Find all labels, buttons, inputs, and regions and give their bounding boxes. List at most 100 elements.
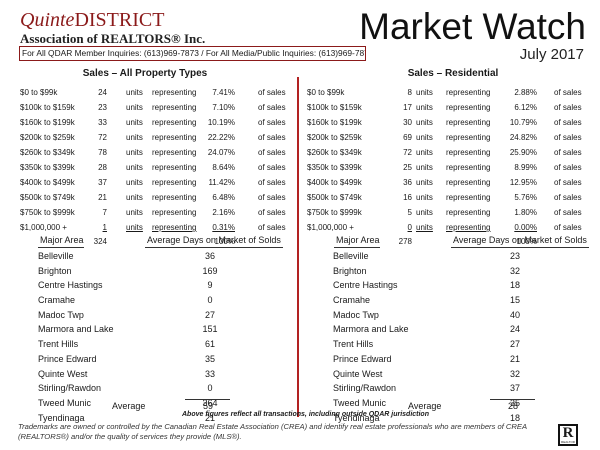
realtor-logo: R REALTOR [558,424,578,446]
units-label: units [416,178,433,187]
percentage: 8.99% [514,163,537,172]
price-range: $500k to $749k [307,193,362,202]
unit-count: 28 [98,163,107,172]
price-range: $1,000,000 + [307,223,354,232]
unit-count: 72 [98,133,107,142]
representing-label: representing [152,193,197,202]
average-label: Average [408,401,442,411]
jurisdiction-note: Above figures reflect all transactions, … [182,411,429,418]
percentage: 8.64% [212,163,235,172]
sales-row: $100k to $159k 17 units representing 6.12% of… [307,100,592,115]
area-name: Quinte West [38,368,88,379]
area-name: Cramahe [333,295,371,306]
percentage: 7.10% [212,103,235,112]
price-range: $750k to $999k [20,208,75,217]
units-label: units [126,208,143,217]
representing-label: representing [446,88,491,97]
area-name: Centre Hastings [333,280,398,291]
representing-label: representing [446,148,491,157]
average-value: 59 [203,401,214,411]
logo-org-text: Association of REALTORS® Inc. [20,31,206,46]
sales-row: $200k to $259k 69 units representing 24.82% o… [307,130,592,145]
unit-count: 7 [102,208,107,217]
days-on-market: 27 [204,309,215,320]
unit-count: 8 [407,88,412,97]
price-range: $350k to $399k [20,163,75,172]
area-row: Tyendinaga 18 [333,411,591,426]
area-row: Tweed Munic 35 [333,396,591,411]
unit-count: 30 [403,118,412,127]
area-name: Tweed Munic [38,397,92,408]
representing-label: representing [152,223,197,232]
dom-all-table: Belleville 36 Brighton 169 Centre Hastings 9 C… [38,249,288,425]
percentage: 10.79% [509,118,537,127]
units-label: units [126,163,143,172]
percentage: 6.48% [212,193,235,202]
inquiries-box: For All QDAR Member Inquiries: (613)969-… [19,46,366,61]
average-label: Average [112,401,146,411]
units-label: units [126,133,143,142]
sales-row: $350k to $399k 28 units representing 8.64% of… [20,160,290,175]
price-range: $400k to $499k [20,178,75,187]
average-value: 28 [508,401,519,411]
unit-count: 69 [403,133,412,142]
of-sales-label: of sales [554,223,582,232]
days-on-market: 151 [202,324,218,335]
price-range: $260k to $349k [20,148,75,157]
area-row: Stirling/Rawdon 37 [333,381,591,396]
total-percentage: 100% [516,237,537,246]
column-divider [297,77,299,417]
price-range: $0 to $99k [20,88,58,97]
sales-row: $750k to $999k 7 units representing 2.16% of … [20,205,290,220]
of-sales-label: of sales [554,148,582,157]
days-on-market: 21 [204,412,215,423]
area-row: Madoc Twp 27 [38,308,288,323]
area-name: Trent Hills [333,339,374,350]
units-label: units [126,148,143,157]
days-on-market: 0 [207,295,213,306]
area-row: Madoc Twp 40 [333,308,591,323]
area-name: Trent Hills [38,339,79,350]
of-sales-label: of sales [258,133,286,142]
price-range: $0 to $99k [307,88,345,97]
of-sales-label: of sales [258,88,286,97]
unit-count: 33 [98,118,107,127]
area-name: Prince Edward [333,353,392,364]
percentage: 24.07% [207,148,235,157]
avg-days-header-all: Average Days on Market of Solds [145,235,283,248]
days-on-market: 18 [509,412,520,423]
days-on-market: 33 [204,368,215,379]
area-row: Trent Hills 27 [333,337,591,352]
area-name: Stirling/Rawdon [38,383,102,394]
representing-label: representing [152,88,197,97]
price-range: $200k to $259k [20,133,75,142]
of-sales-label: of sales [258,148,286,157]
units-label: units [416,103,433,112]
sales-row: $0 to $99k 24 units representing 7.41% of sal… [20,85,290,100]
area-row: Quinte West 32 [333,367,591,382]
days-on-market: 169 [202,265,218,276]
representing-label: representing [446,163,491,172]
sales-row: $0 to $99k 8 units representing 2.88% of sale… [307,85,592,100]
percentage: 6.12% [514,103,537,112]
area-row: Tyendinaga 21 [38,411,288,426]
units-label: units [126,118,143,127]
sales-row: $100k to $159k 23 units representing 7.10% of… [20,100,290,115]
area-row: Prince Edward 21 [333,352,591,367]
area-row: Centre Hastings 9 [38,278,288,293]
area-name: Belleville [38,251,74,261]
logo-main-text: DISTRICT [74,9,165,31]
units-label: units [126,178,143,187]
unit-count: 78 [98,148,107,157]
avg-days-header-res: Average Days on Market of Solds [451,235,589,248]
area-name: Quinte West [333,368,383,379]
of-sales-label: of sales [554,103,582,112]
units-label: units [416,88,433,97]
percentage: 7.41% [212,88,235,97]
representing-label: representing [446,223,491,232]
days-on-market: 15 [509,295,520,306]
of-sales-label: of sales [258,163,286,172]
percentage: 24.82% [509,133,537,142]
area-row: Belleville 23 [333,249,591,264]
area-row: Prince Edward 35 [38,352,288,367]
